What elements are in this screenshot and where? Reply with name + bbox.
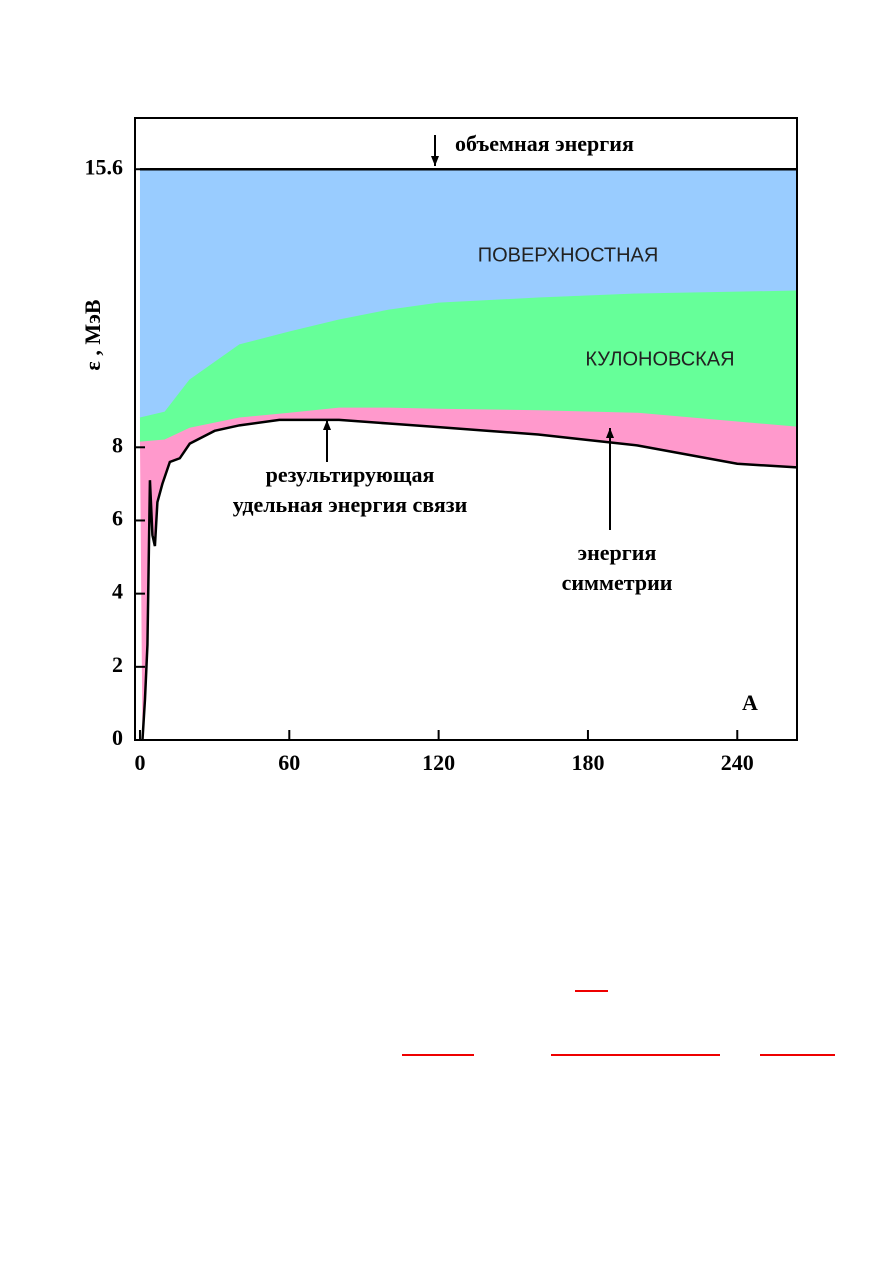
- region-label: ПОВЕРХНОСТНАЯ: [478, 244, 659, 266]
- x-tick-label: 0: [134, 750, 145, 775]
- annotation: симметрии: [562, 570, 673, 595]
- annotation: удельная энергия связи: [233, 492, 468, 517]
- y-tick-label: 8: [112, 432, 123, 457]
- band-fill: [139, 169, 798, 419]
- x-tick-label: 120: [422, 750, 455, 775]
- x-axis-label: A: [742, 690, 758, 715]
- series-line: [139, 407, 798, 443]
- series-line: [139, 290, 798, 419]
- region-label: КУЛОНОВСКАЯ: [585, 348, 734, 370]
- x-tick-label: 240: [721, 750, 754, 775]
- annotation: энергия: [578, 540, 657, 565]
- arrow-head: [606, 428, 614, 438]
- plot-frame: [134, 117, 798, 741]
- arrow-head: [323, 420, 331, 430]
- annotation: результирующая: [266, 462, 435, 487]
- x-tick-label: 60: [278, 750, 300, 775]
- y-tick-label: 6: [112, 506, 123, 531]
- y-tick-label: 4: [112, 579, 123, 604]
- arrow-head: [431, 156, 439, 166]
- series-line: [141, 418, 798, 741]
- plot: 0 2 4 6 8 15.6 0 60 120 180 240 ПОВЕРХНОСТНАЯ КУЛОНО…: [85, 117, 798, 775]
- y-tick-label: 2: [112, 652, 123, 677]
- y-tick-label: 0: [112, 725, 123, 750]
- band-fill: [139, 408, 798, 740]
- y-axis-label: ε , МэВ: [80, 299, 105, 370]
- x-tick-label: 180: [571, 750, 604, 775]
- annotation: объемная энергия: [455, 131, 634, 156]
- y-tick-label: 15.6: [85, 154, 124, 179]
- underlines: [402, 990, 835, 1056]
